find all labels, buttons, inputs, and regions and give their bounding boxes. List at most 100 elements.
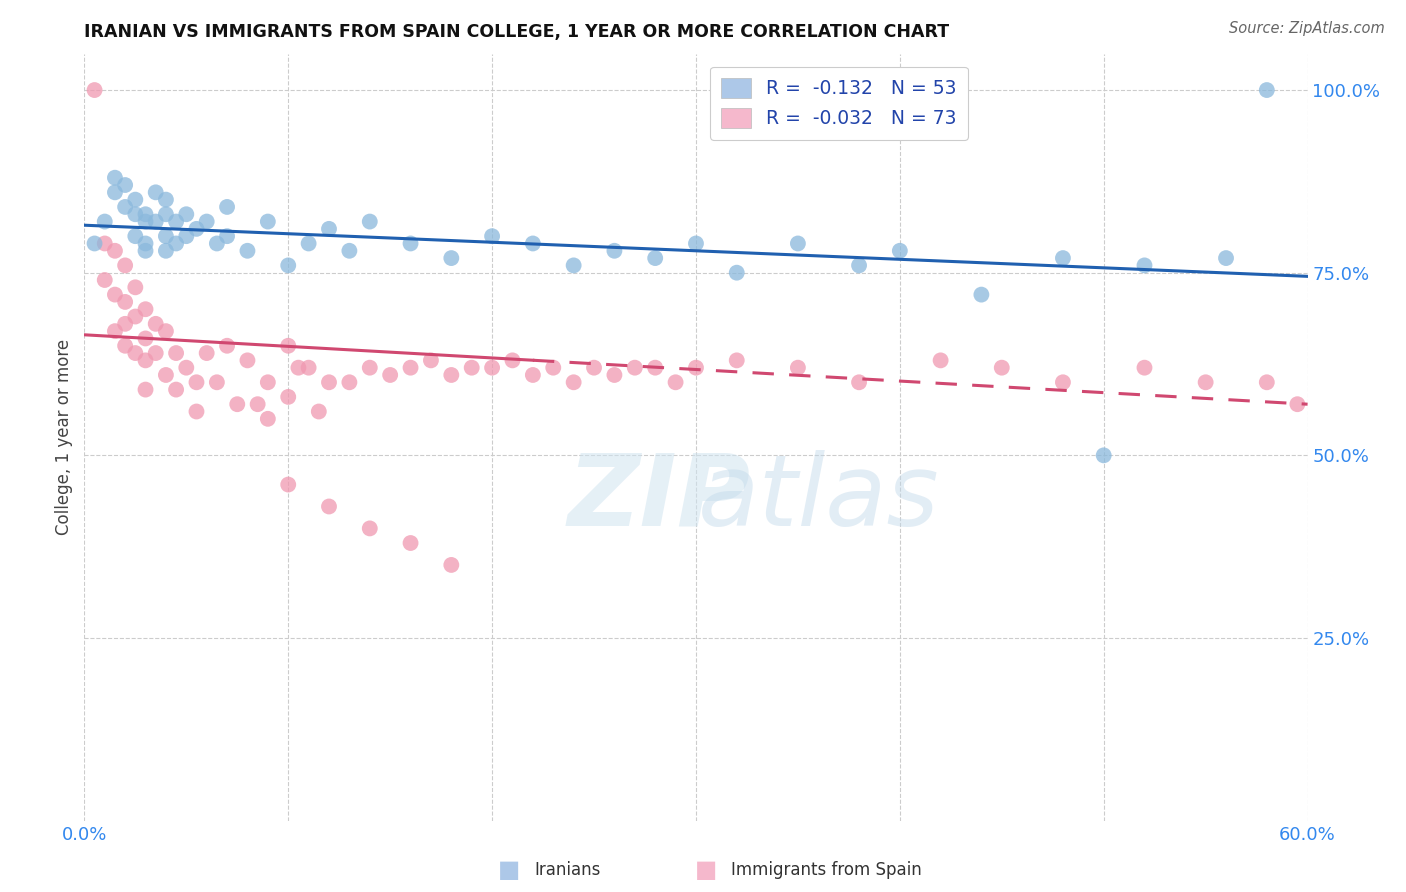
Point <box>186 222 208 236</box>
Point <box>440 558 463 572</box>
Point <box>277 339 299 353</box>
Point <box>502 353 524 368</box>
Point <box>644 360 666 375</box>
Point <box>1195 376 1218 390</box>
Point <box>104 244 127 258</box>
Point <box>124 346 146 360</box>
Text: ■: ■ <box>498 858 520 881</box>
Point <box>380 368 402 382</box>
Point <box>725 266 748 280</box>
Point <box>308 404 330 418</box>
Point <box>277 259 299 273</box>
Point <box>165 214 187 228</box>
Point <box>399 536 422 550</box>
Point <box>145 346 167 360</box>
Point <box>440 368 463 382</box>
Point <box>186 404 208 418</box>
Point <box>461 360 484 375</box>
Text: atlas: atlas <box>697 450 939 547</box>
Point <box>583 360 606 375</box>
Text: Iranians: Iranians <box>534 861 600 879</box>
Point <box>277 477 299 491</box>
Point <box>165 383 187 397</box>
Point <box>603 368 626 382</box>
Point <box>359 521 381 535</box>
Point <box>217 229 239 244</box>
Point <box>725 353 748 368</box>
Point <box>1092 448 1115 462</box>
Point <box>145 317 167 331</box>
Point <box>1052 251 1074 265</box>
Point <box>205 236 228 251</box>
Point <box>685 360 707 375</box>
Point <box>114 200 136 214</box>
Point <box>1286 397 1309 411</box>
Point <box>155 207 177 221</box>
Point <box>1133 360 1156 375</box>
Point <box>665 376 688 390</box>
Legend: R =  -0.132   N = 53, R =  -0.032   N = 73: R = -0.132 N = 53, R = -0.032 N = 73 <box>710 67 967 140</box>
Text: Source: ZipAtlas.com: Source: ZipAtlas.com <box>1229 21 1385 36</box>
Point <box>174 229 197 244</box>
Point <box>135 244 157 258</box>
Point <box>195 214 218 228</box>
Point <box>104 324 127 338</box>
Point <box>124 207 146 221</box>
Point <box>481 360 503 375</box>
Point <box>848 376 870 390</box>
Point <box>685 236 707 251</box>
Point <box>787 236 810 251</box>
Point <box>155 368 177 382</box>
Point <box>165 346 187 360</box>
Point <box>399 236 422 251</box>
Point <box>135 207 157 221</box>
Point <box>420 353 443 368</box>
Point <box>562 376 585 390</box>
Point <box>889 244 911 258</box>
Text: ■: ■ <box>695 858 717 881</box>
Point <box>83 236 105 251</box>
Point <box>135 383 157 397</box>
Text: IRANIAN VS IMMIGRANTS FROM SPAIN COLLEGE, 1 YEAR OR MORE CORRELATION CHART: IRANIAN VS IMMIGRANTS FROM SPAIN COLLEGE… <box>84 23 949 41</box>
Point <box>155 193 177 207</box>
Point <box>257 376 280 390</box>
Point <box>135 214 157 228</box>
Point <box>114 294 136 309</box>
Point <box>339 376 361 390</box>
Point <box>1052 376 1074 390</box>
Point <box>114 178 136 192</box>
Point <box>114 317 136 331</box>
Point <box>359 214 381 228</box>
Point <box>205 376 228 390</box>
Point <box>135 236 157 251</box>
Point <box>318 500 340 514</box>
Point <box>522 368 544 382</box>
Point <box>298 360 321 375</box>
Point <box>217 200 239 214</box>
Text: ZIP: ZIP <box>568 450 751 547</box>
Point <box>236 353 259 368</box>
Point <box>174 207 197 221</box>
Point <box>104 287 127 301</box>
Point <box>1215 251 1237 265</box>
Point <box>644 251 666 265</box>
Point <box>114 339 136 353</box>
Point <box>155 324 177 338</box>
Point <box>359 360 381 375</box>
Point <box>1256 376 1278 390</box>
Point <box>174 360 197 375</box>
Point <box>624 360 647 375</box>
Point <box>991 360 1014 375</box>
Point <box>145 186 167 200</box>
Point <box>124 310 146 324</box>
Point <box>318 376 340 390</box>
Point <box>257 412 280 426</box>
Point <box>104 170 127 185</box>
Point <box>787 360 810 375</box>
Point <box>155 244 177 258</box>
Point <box>246 397 269 411</box>
Point <box>135 331 157 345</box>
Point <box>93 214 115 228</box>
Point <box>93 236 115 251</box>
Point <box>83 83 105 97</box>
